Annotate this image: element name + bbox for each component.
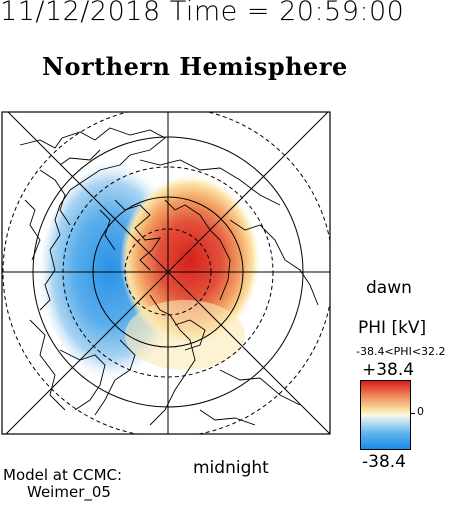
colorbar-variable-label: PHI [kV] (358, 318, 427, 338)
colorbar-zero-tick (411, 413, 415, 414)
colorbar-max-label: +38.4 (362, 360, 415, 380)
dawn-label: dawn (366, 278, 412, 298)
potential-pattern (40, 160, 260, 380)
header-date: 11/12/2018 (0, 0, 161, 27)
midnight-label: midnight (193, 458, 269, 478)
header-datetime: 11/12/2018 Time = 20:59:00 (0, 0, 404, 27)
model-name: Weimer_05 (27, 483, 111, 501)
header-time: Time = 20:59:00 (169, 0, 405, 27)
colorbar (360, 380, 411, 450)
polar-grid (2, 112, 330, 434)
polar-potential-map (1, 111, 331, 435)
colorbar-min-label: -38.4 (362, 452, 406, 472)
colorbar-zero-label: 0 (417, 405, 424, 418)
colorbar-range-label: -38.4<PHI<32.2 (356, 345, 446, 358)
map-frame (1, 111, 331, 435)
model-credit-line1: Model at CCMC: (3, 466, 123, 484)
coastlines (19, 127, 319, 426)
hemisphere-title: Northern Hemisphere (42, 52, 348, 81)
